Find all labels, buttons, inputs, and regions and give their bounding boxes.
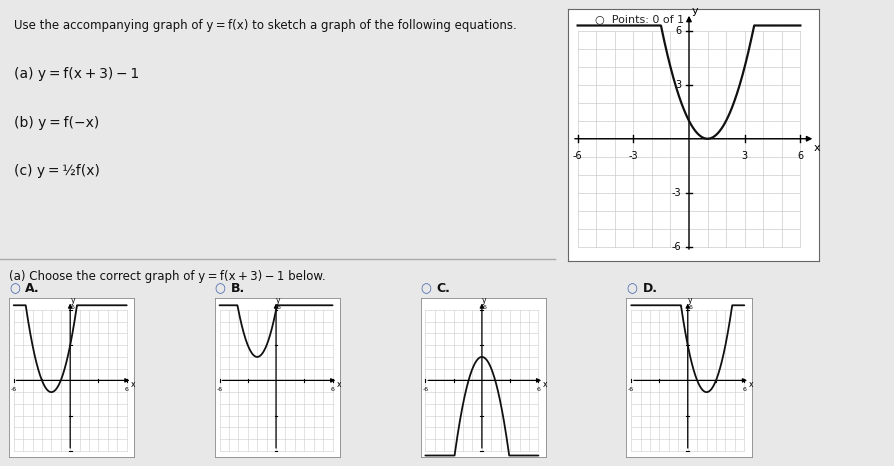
Text: 6: 6: [124, 387, 129, 392]
Text: 6: 6: [330, 387, 334, 392]
Text: 6: 6: [687, 305, 691, 310]
Text: -3: -3: [628, 151, 637, 161]
Text: ○: ○: [9, 282, 20, 295]
Text: 6: 6: [675, 26, 681, 36]
Text: Use the accompanying graph of y = f(x) to sketch a graph of the following equati: Use the accompanying graph of y = f(x) t…: [14, 19, 517, 32]
Text: 6: 6: [536, 387, 540, 392]
Text: D.: D.: [642, 282, 657, 295]
Text: x: x: [542, 380, 546, 389]
Text: A.: A.: [25, 282, 39, 295]
Text: y: y: [482, 295, 486, 304]
Text: x: x: [747, 380, 752, 389]
Text: y: y: [71, 295, 75, 304]
Text: 6: 6: [71, 305, 74, 310]
Text: 3: 3: [675, 80, 681, 90]
Text: y: y: [690, 6, 697, 16]
Text: x: x: [813, 143, 820, 153]
Text: (a) y = f(x + 3) − 1: (a) y = f(x + 3) − 1: [14, 68, 139, 82]
Text: B.: B.: [231, 282, 245, 295]
Text: x: x: [336, 380, 341, 389]
Text: ○: ○: [420, 282, 431, 295]
Text: ○: ○: [215, 282, 225, 295]
Text: 6: 6: [797, 151, 803, 161]
Text: 6: 6: [741, 387, 746, 392]
Text: 6: 6: [482, 305, 485, 310]
Text: y: y: [276, 295, 281, 304]
Text: C.: C.: [436, 282, 451, 295]
Text: -6: -6: [572, 151, 582, 161]
Text: x: x: [131, 380, 135, 389]
Text: -3: -3: [671, 188, 681, 198]
Text: -6: -6: [422, 387, 428, 392]
Text: y: y: [687, 295, 692, 304]
Text: 6: 6: [276, 305, 280, 310]
Text: (a) Choose the correct graph of y = f(x + 3) − 1 below.: (a) Choose the correct graph of y = f(x …: [9, 270, 325, 283]
Text: -6: -6: [671, 241, 681, 252]
Text: (b) y = f(−x): (b) y = f(−x): [14, 116, 99, 130]
Text: (c) y = ½f(x): (c) y = ½f(x): [14, 164, 100, 178]
Text: ○: ○: [626, 282, 637, 295]
Text: -6: -6: [11, 387, 17, 392]
Text: ○  Points: 0 of 1: ○ Points: 0 of 1: [595, 14, 684, 24]
Text: 3: 3: [741, 151, 746, 161]
Text: -6: -6: [628, 387, 634, 392]
Text: -6: -6: [216, 387, 223, 392]
